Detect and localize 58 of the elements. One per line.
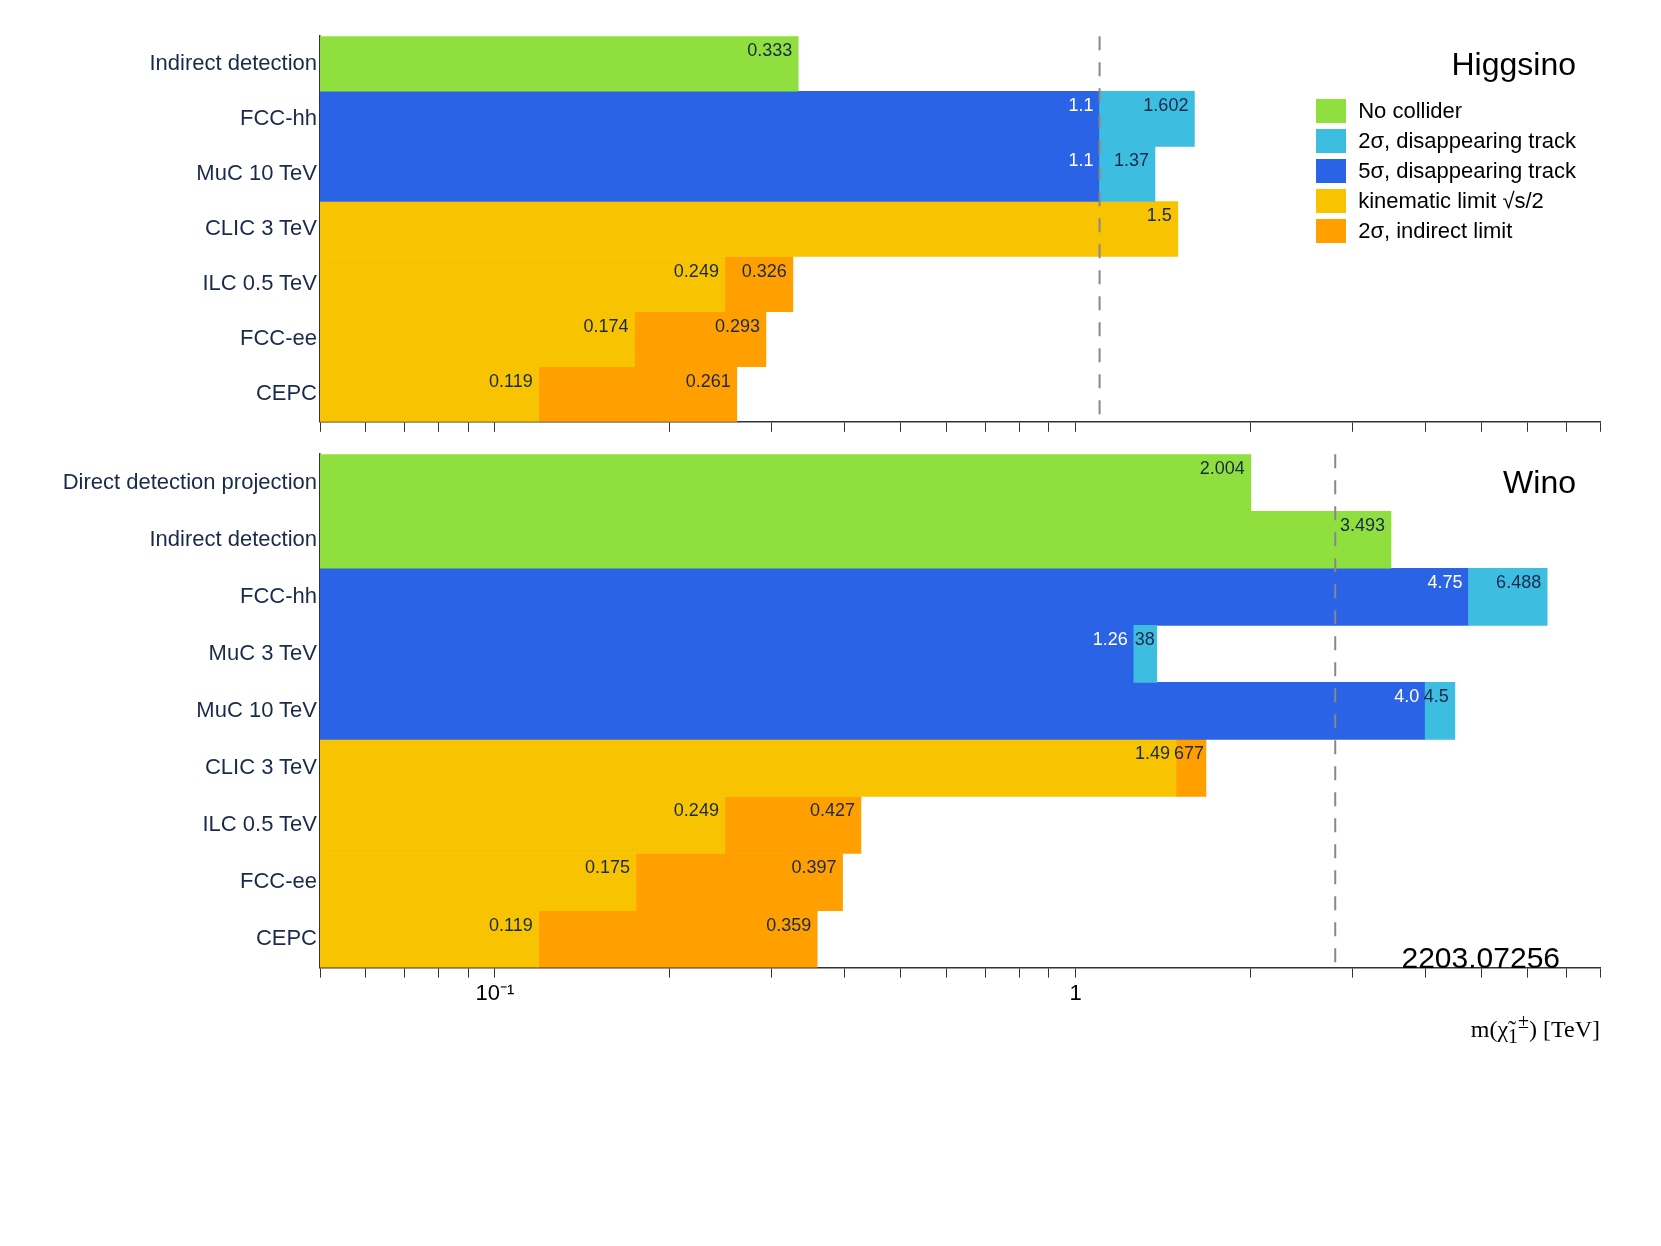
- x-axis-title: m(χ̃$_{1}$$^{±}$) [TeV]: [1469, 1010, 1601, 1048]
- data-label: 1.1: [1068, 150, 1094, 171]
- data-label: 0.174: [583, 315, 629, 336]
- data-label: 0.261: [685, 370, 731, 391]
- data-label: 3.493: [1339, 515, 1385, 536]
- data-label: 0.397: [791, 857, 837, 878]
- y-tick-label: MuC 10 TeV: [196, 696, 318, 722]
- y-tick-label: Indirect detection: [149, 525, 317, 551]
- legend-label: 2σ, indirect limit: [1358, 217, 1513, 246]
- y-tick-label: Direct detection projection: [62, 468, 317, 494]
- y-tick-label: CLIC 3 TeV: [204, 754, 318, 780]
- data-label: 1.37: [1113, 150, 1149, 171]
- bar: [1468, 567, 1548, 626]
- chart-title: Higgsino: [1451, 46, 1576, 84]
- y-tick-label: FCC-ee: [239, 868, 317, 894]
- data-label: 4.75: [1427, 572, 1463, 593]
- data-label: 0.427: [809, 800, 855, 821]
- data-label: 1.602: [1143, 95, 1189, 116]
- data-label: 0.175: [584, 857, 630, 878]
- y-tick-label: CEPC: [255, 380, 318, 406]
- legend-label: No collider: [1358, 97, 1463, 126]
- annotation: 677: [1173, 743, 1204, 764]
- legend-label: 5σ, disappearing track: [1358, 157, 1576, 186]
- bar: [320, 36, 799, 92]
- y-tick-label: MuC 3 TeV: [208, 639, 318, 665]
- y-tick-label: FCC-hh: [239, 104, 317, 130]
- data-label: 2.004: [1199, 458, 1245, 479]
- data-label: 1.49: [1135, 743, 1171, 764]
- y-tick-label: Indirect detection: [149, 49, 317, 75]
- data-label: 0.326: [741, 260, 787, 281]
- y-tick-label: CEPC: [255, 925, 318, 951]
- data-label: 0.359: [766, 914, 812, 935]
- data-label: 4.5: [1423, 686, 1449, 707]
- annotation: 2203.07256: [1401, 941, 1560, 976]
- y-tick-label: ILC 0.5 TeV: [202, 811, 318, 837]
- legend-label: kinematic limit √s/2: [1358, 187, 1544, 216]
- x-tick-label: 1: [1069, 979, 1082, 1005]
- data-label: 0.333: [747, 40, 793, 61]
- data-label: 1.5: [1146, 205, 1172, 226]
- data-label: 0.119: [488, 370, 533, 391]
- data-label: 6.488: [1496, 572, 1542, 593]
- y-tick-label: MuC 10 TeV: [196, 159, 318, 185]
- data-label: 0.119: [488, 914, 533, 935]
- y-tick-label: FCC-ee: [239, 325, 317, 351]
- data-label: 0.249: [673, 260, 719, 281]
- data-label: 4.0: [1394, 686, 1420, 707]
- data-label: 0.249: [673, 800, 719, 821]
- y-tick-label: ILC 0.5 TeV: [202, 270, 318, 296]
- bar: [1424, 682, 1456, 740]
- chart-title: Wino: [1503, 464, 1576, 502]
- x-tick-label: 10⁻¹: [475, 979, 515, 1005]
- data-label: 1.1: [1068, 95, 1094, 116]
- y-tick-label: FCC-hh: [239, 582, 317, 608]
- data-label: 0.293: [714, 315, 760, 336]
- annotation: 38: [1134, 629, 1155, 650]
- y-tick-label: CLIC 3 TeV: [204, 215, 318, 241]
- legend-label: 2σ, disappearing track: [1358, 127, 1576, 156]
- data-label: 1.26: [1092, 629, 1128, 650]
